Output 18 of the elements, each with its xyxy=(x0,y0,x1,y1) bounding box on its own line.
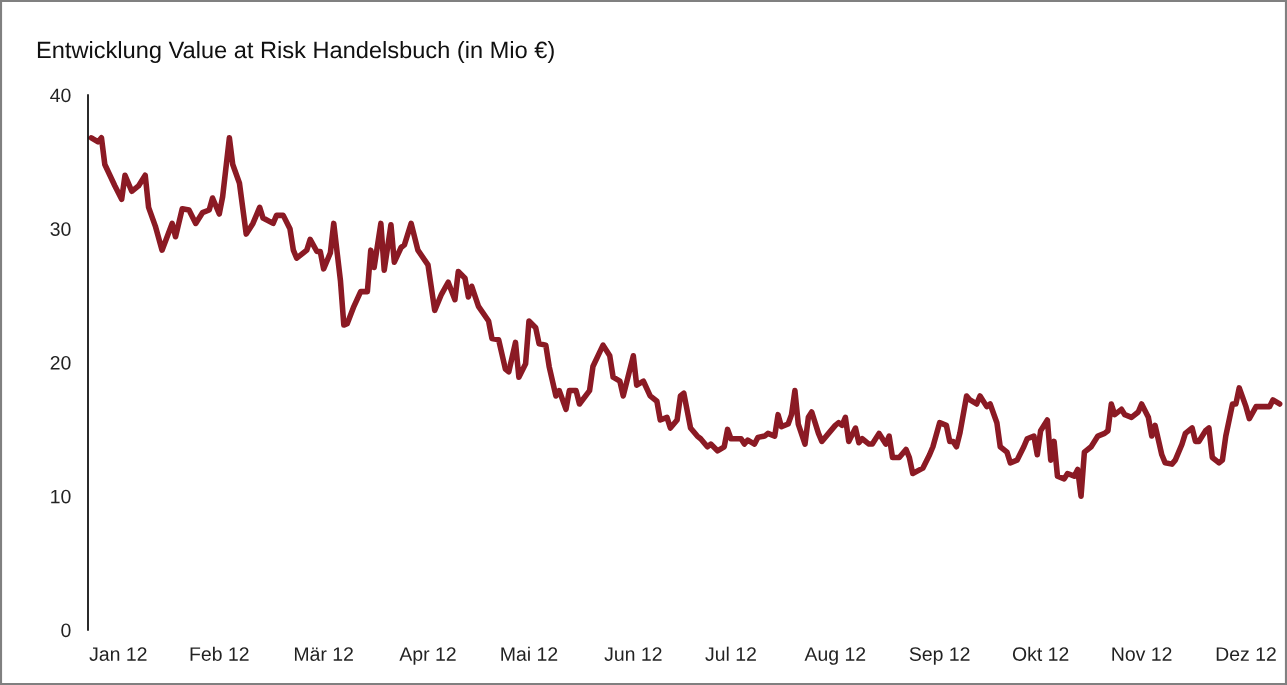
y-tick-label: 20 xyxy=(50,355,71,370)
y-tick-label: 10 xyxy=(51,489,71,504)
x-tick-label: Feb 12 xyxy=(190,646,249,661)
chart-title: Entwicklung Value at Risk Handelsbuch (in Mio €) xyxy=(37,41,554,63)
x-tick-label: Aug 12 xyxy=(804,647,866,665)
x-tick-label: Nov 12 xyxy=(1112,647,1172,661)
x-tick-label: Mär 12 xyxy=(294,647,353,661)
x-tick-label: Jul 12 xyxy=(705,646,756,661)
x-tick-label: Sep 12 xyxy=(909,647,970,665)
x-tick-label: Mai 12 xyxy=(501,646,558,661)
x-tick-label: Dez 12 xyxy=(1216,647,1276,661)
y-tick-label: 40 xyxy=(50,88,71,103)
x-tick-label: Apr 12 xyxy=(399,647,456,665)
y-tick-label: 30 xyxy=(50,222,71,236)
y-tick-label: 0 xyxy=(61,623,71,638)
x-tick-label: Jun 12 xyxy=(604,647,662,661)
x-tick-label: Okt 12 xyxy=(1012,646,1069,661)
x-tick-label: Jan 12 xyxy=(89,647,147,661)
